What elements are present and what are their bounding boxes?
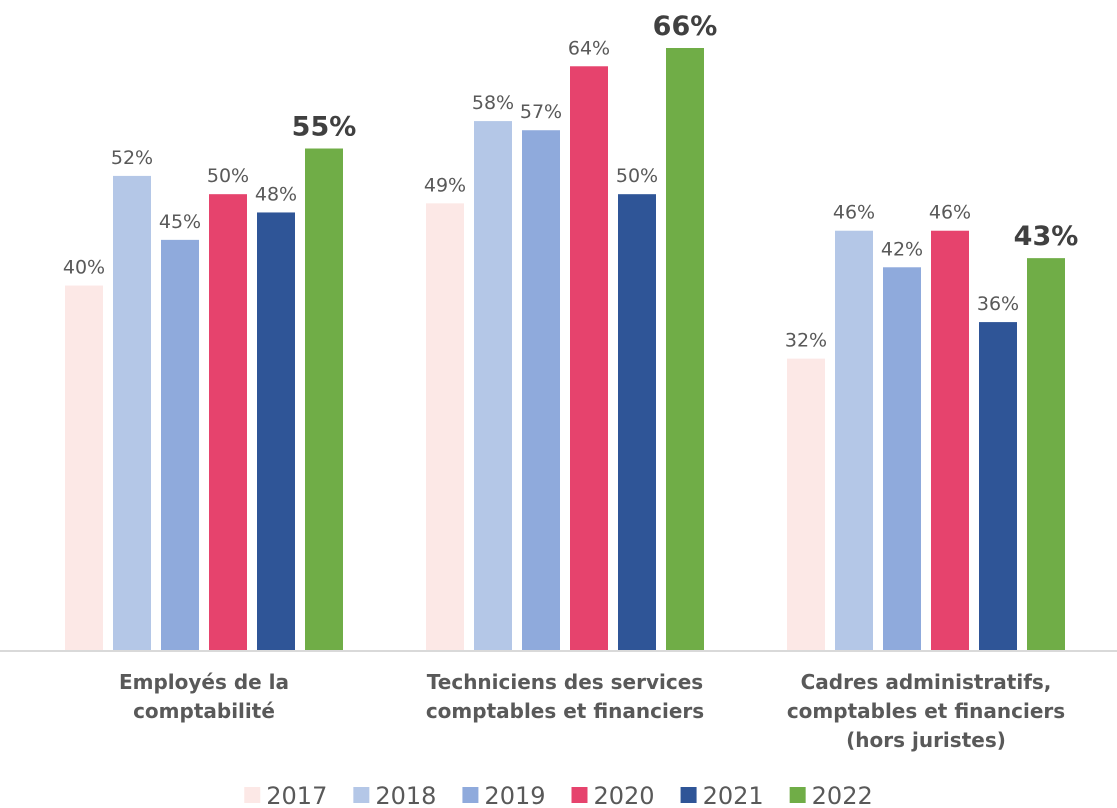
bar [835,230,873,651]
bar [257,212,295,652]
legend-label: 2018 [375,782,436,808]
value-label: 42% [881,238,923,260]
value-label: 58% [472,92,514,114]
value-label: 52% [111,147,153,169]
bar [161,239,199,651]
bar [931,230,969,651]
legend-swatch [789,787,806,803]
legend-label: 2017 [266,782,327,808]
value-label: 43% [1014,221,1079,252]
value-label: 49% [424,174,466,196]
bar [113,175,151,651]
value-label: 55% [292,112,357,143]
legend-swatch [353,787,370,803]
category-label: Techniciens des services comptables et f… [425,670,705,723]
legend-label: 2019 [484,782,545,808]
legend-label: 2020 [594,782,655,808]
legend-swatch [680,787,697,803]
value-label: 50% [616,165,658,187]
value-label: 45% [159,211,201,233]
legend-swatch [244,787,261,803]
value-label: 46% [833,202,875,224]
bar [209,194,247,651]
bar [305,148,343,651]
bar [979,322,1017,651]
bar [618,194,656,651]
bar [666,48,704,651]
bar [787,358,825,651]
category-label: Cadres administratifs, comptables et fin… [786,670,1066,752]
value-label: 66% [653,11,718,42]
category-label: Employés de la comptabilité [118,670,290,723]
bar [474,121,512,651]
value-label: 46% [929,202,971,224]
value-label: 36% [977,293,1019,315]
bar [65,285,103,651]
legend-swatch [462,787,479,803]
value-label: 57% [520,101,562,123]
bar [883,267,921,651]
value-label: 48% [255,183,297,205]
legend-swatch [571,787,588,803]
value-label: 40% [63,257,105,279]
value-label: 50% [207,165,249,187]
legend-label: 2022 [812,782,873,808]
value-label: 32% [785,330,827,352]
bar [522,130,560,651]
bar [426,203,464,651]
value-label: 64% [568,37,610,59]
bar [1027,258,1065,651]
legend-label: 2021 [703,782,764,808]
bar [570,66,608,652]
